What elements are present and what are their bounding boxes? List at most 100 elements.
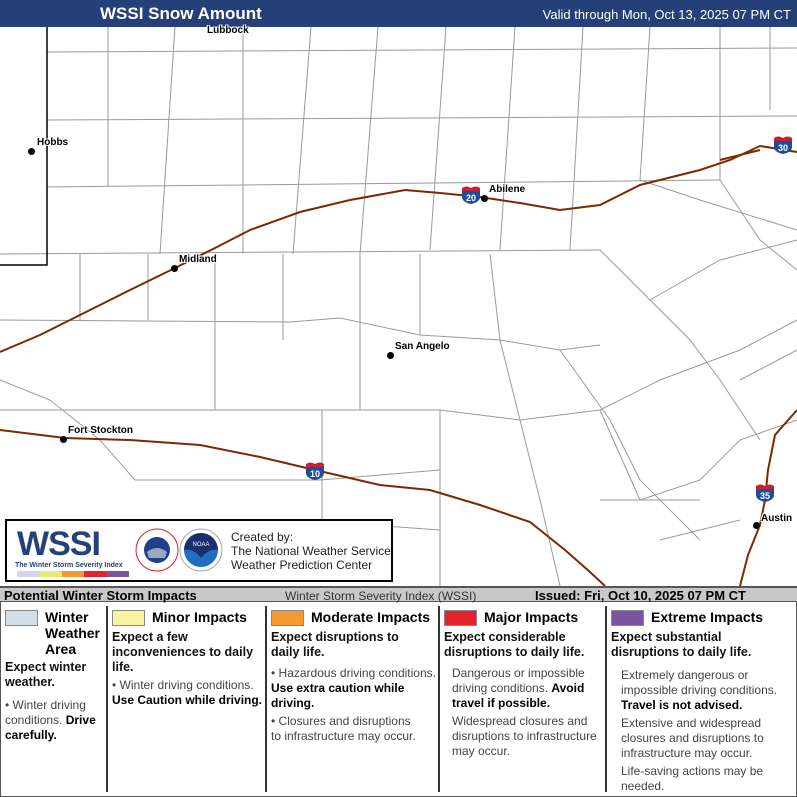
svg-text:20: 20 [466, 193, 476, 203]
credits-box: WSSI The Winter Storm Severity Index NOA… [5, 519, 393, 582]
legend-expect: Expect considerable disruptions to daily… [444, 630, 585, 659]
created-by-label: Created by: [231, 530, 294, 544]
city-label-fort-stockton: Fort Stockton [68, 425, 133, 436]
wssi-color-bar [17, 571, 130, 577]
legend-bullet: Closures and disruptions to infrastructu… [271, 714, 416, 743]
interstate-35-shield-icon: 35 [755, 482, 775, 502]
county-boundary [292, 27, 312, 255]
county-boundary [639, 179, 797, 231]
county-lines [0, 27, 797, 586]
map-title: WSSI Snow Amount [100, 4, 262, 23]
city-label-san-angelo: San Angelo [395, 341, 450, 352]
legend-bullet-bold: Travel is not advised. [621, 698, 743, 712]
city-label-midland: Midland [179, 254, 217, 265]
interstate-10 [0, 429, 606, 586]
legend-bullet-bold: Avoid travel if possible. [452, 681, 585, 710]
interstate-20-shield-icon: 20 [461, 184, 481, 204]
county-boundary [159, 27, 176, 255]
county-boundary [0, 319, 797, 421]
interstate-20 [0, 144, 797, 353]
legend-extreme: Extreme Impacts Expect substantial disru… [605, 606, 797, 793]
county-boundary [46, 47, 797, 53]
interstate-10-shield-icon: 10 [305, 460, 325, 480]
city-label-austin: Austin [761, 513, 793, 524]
svg-text:35: 35 [760, 491, 770, 501]
legend-title: Extreme Impacts [651, 609, 764, 625]
city-dot-fort-stockton [60, 436, 67, 443]
city-label-lubbock: Lubbock [207, 25, 249, 36]
county-boundary [429, 27, 447, 251]
legend-bullet: Hazardous driving conditions. [278, 666, 436, 680]
county-boundary [499, 339, 561, 586]
county-boundary [46, 179, 721, 188]
svg-text:10: 10 [310, 469, 320, 479]
issued-time: Issued: Fri, Oct 10, 2025 07 PM CT [535, 588, 746, 603]
city-dot-austin [753, 522, 760, 529]
legend-bullet: Life-saving actions may be needed. [621, 764, 764, 793]
county-boundary [599, 249, 761, 441]
legend-major: Major Impacts Expect considerable disrup… [438, 606, 606, 792]
map-area[interactable]: Lubbock Hobbs Midland Abilene San Angelo… [0, 25, 797, 586]
county-boundary [599, 409, 797, 501]
city-label-hobbs: Hobbs [37, 137, 69, 148]
header-bar: WSSI Snow Amount Valid through Mon, Oct … [0, 0, 797, 27]
legend-header-bar: Potential Winter Storm Impacts Winter St… [0, 586, 797, 603]
legend-bullet: Extensive and widespread closures and di… [621, 716, 764, 760]
legend-expect: Expect substantial disruptions to daily … [611, 630, 752, 659]
impact-legend: Winter Weather Area Expect winter weathe… [0, 602, 797, 797]
legend-expect: Expect disruptions to daily life. [271, 630, 399, 659]
city-label-abilene: Abilene [489, 184, 526, 195]
legend-bullet: Extremely dangerous or impossible drivin… [621, 668, 778, 697]
county-boundary [739, 349, 797, 381]
legend-bullet-bold: Use Caution while driving. [112, 693, 263, 707]
swatch-winter-weather [5, 610, 38, 626]
legend-bullet: Winter driving conditions. [119, 678, 254, 692]
county-boundary [649, 239, 797, 301]
county-boundary [639, 27, 651, 181]
city-dot-san-angelo [387, 352, 394, 359]
county-boundary [0, 317, 601, 351]
legend-bullet: Winter driving conditions. [5, 698, 86, 727]
county-boundary [135, 469, 441, 481]
legend-bullet: Dangerous or impossible driving conditio… [452, 666, 585, 695]
noaa-seal-icon: NOAA [179, 528, 223, 572]
svg-text:30: 30 [778, 143, 788, 153]
valid-time: Valid through Mon, Oct 13, 2025 07 PM CT [542, 7, 791, 22]
county-boundary [719, 179, 797, 271]
credits-text: Created by: The National Weather Service… [231, 530, 391, 572]
org-wpc: Weather Prediction Center [231, 558, 373, 572]
legend-title: Winter Weather Area [45, 609, 100, 657]
legend-title: Major Impacts [484, 609, 579, 625]
swatch-major [444, 610, 477, 626]
county-boundary [569, 27, 584, 251]
county-boundary [489, 253, 501, 341]
legend-expect: Expect winter weather. [5, 660, 87, 689]
county-boundary [0, 379, 136, 481]
legend-minor: Minor Impacts Expect a few inconvenience… [106, 606, 266, 792]
map-canvas [0, 27, 797, 586]
wssi-logo: WSSI [17, 525, 101, 563]
county-boundary [559, 349, 701, 541]
legend-title: Minor Impacts [152, 609, 247, 625]
wssi-subtitle: The Winter Storm Severity Index [15, 562, 123, 569]
county-boundary [499, 27, 516, 251]
nws-seal-icon [135, 528, 179, 572]
swatch-moderate [271, 610, 304, 626]
interstate-20-east [719, 149, 761, 161]
legend-moderate: Moderate Impacts Expect disruptions to d… [265, 606, 439, 792]
svg-text:NOAA: NOAA [192, 542, 209, 548]
city-dot-hobbs [28, 148, 35, 155]
county-boundary [659, 519, 741, 541]
legend-title: Moderate Impacts [311, 609, 431, 625]
city-dot-abilene [481, 195, 488, 202]
swatch-minor [112, 610, 145, 626]
county-boundary [46, 115, 797, 121]
county-boundary [0, 249, 601, 255]
legend-heading: Potential Winter Storm Impacts [4, 588, 197, 603]
legend-bullet-bold: Drive carefully. [5, 713, 96, 742]
org-nws: The National Weather Service [231, 544, 391, 558]
legend-bullet-bold: Use extra caution while driving. [271, 681, 405, 710]
state-border [0, 27, 48, 266]
swatch-extreme [611, 610, 644, 626]
legend-index-name: Winter Storm Severity Index (WSSI) [285, 589, 477, 603]
